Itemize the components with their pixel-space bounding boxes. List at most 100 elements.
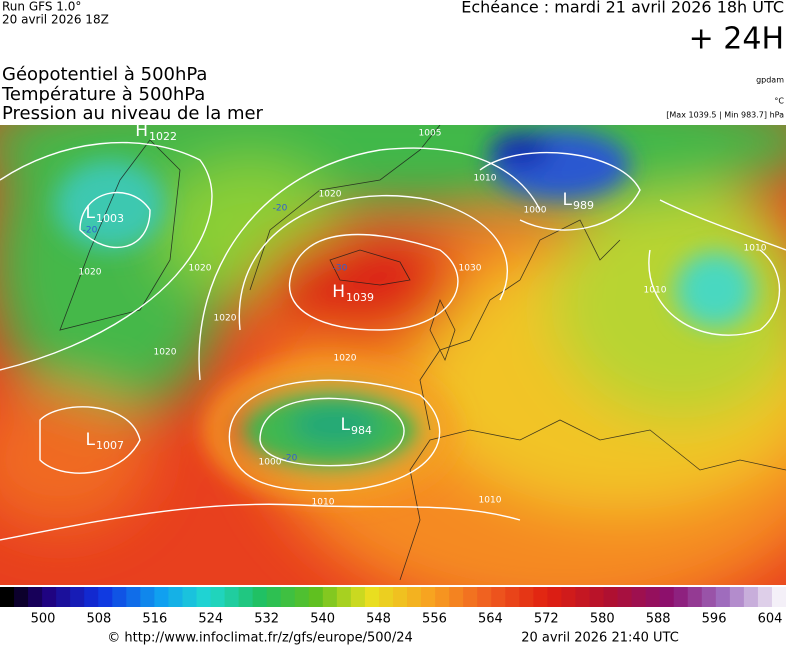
isobars xyxy=(0,141,786,541)
contour-label: 1000 xyxy=(259,458,282,468)
contour-label: 1030 xyxy=(459,264,482,274)
swatch xyxy=(449,587,464,607)
swatch xyxy=(238,587,254,607)
contour-label: 1020 xyxy=(79,268,102,278)
colorbar-label: 500 xyxy=(31,612,56,627)
center-value: 1003 xyxy=(96,212,124,225)
contour-label: 1010 xyxy=(474,174,497,184)
swatch xyxy=(659,587,675,607)
swatch xyxy=(421,587,436,607)
swatch xyxy=(28,587,43,607)
swatch xyxy=(364,587,380,607)
swatch xyxy=(547,587,562,607)
coastlines xyxy=(59,125,786,581)
swatch xyxy=(0,587,15,607)
swatch xyxy=(505,587,520,607)
swatch xyxy=(561,587,576,607)
run-date: 20 avril 2026 18Z xyxy=(2,13,109,27)
center-value: 1022 xyxy=(149,130,177,143)
swatch xyxy=(407,587,422,607)
colorbar-label: 564 xyxy=(478,612,503,627)
contour-label: 1010 xyxy=(312,498,335,508)
center-letter: L xyxy=(86,203,96,223)
swatch xyxy=(294,587,310,607)
swatch xyxy=(519,587,534,607)
center-letter: L xyxy=(563,190,573,210)
swatch xyxy=(435,587,450,607)
center-letter: H xyxy=(135,121,148,141)
layer: Pression au niveau de la mer xyxy=(2,103,264,124)
echeance: Echéance : mardi 21 avril 2026 18h UTC xyxy=(461,0,784,17)
swatch xyxy=(743,587,759,607)
swatch xyxy=(771,587,786,607)
contour-label: -30 xyxy=(333,264,348,274)
layer: Géopotentiel à 500hPa xyxy=(2,64,207,85)
contour-label: 1020 xyxy=(189,264,212,274)
run: Run GFS 1.0° xyxy=(2,0,81,14)
contour-label: -20 xyxy=(83,226,98,236)
layer: Température à 500hPa xyxy=(1,84,205,105)
contour-label: 1010 xyxy=(479,496,502,506)
swatch xyxy=(14,587,29,607)
swatch xyxy=(154,587,169,607)
swatch xyxy=(687,587,703,607)
swatch xyxy=(533,587,548,607)
swatch xyxy=(336,587,352,607)
swatch xyxy=(140,587,155,607)
colorbar-label: 572 xyxy=(534,612,559,627)
swatch xyxy=(280,587,296,607)
swatch xyxy=(322,587,338,607)
swatch xyxy=(575,587,590,607)
swatch xyxy=(42,587,57,607)
swatch xyxy=(266,587,282,607)
swatch xyxy=(168,587,183,607)
swatch xyxy=(477,587,492,607)
swatch xyxy=(308,587,324,607)
swatch xyxy=(98,587,113,607)
swatch xyxy=(196,587,212,607)
swatch xyxy=(224,587,240,607)
colorbar-label: 596 xyxy=(702,612,727,627)
unit: °C xyxy=(774,97,784,106)
swatch xyxy=(393,587,408,607)
unit: gpdam xyxy=(756,76,784,85)
center-value: 984 xyxy=(351,424,372,437)
colorbar-label: 580 xyxy=(590,612,615,627)
swatch xyxy=(603,587,619,607)
swatch xyxy=(378,587,394,607)
swatch xyxy=(463,587,478,607)
contour-label: 1010 xyxy=(744,244,767,254)
center-value: 1007 xyxy=(96,439,124,452)
source: © http://www.infoclimat.fr/z/gfs/europe/… xyxy=(107,631,413,646)
contour-label: -20 xyxy=(273,204,288,214)
contour-label: 1020 xyxy=(319,190,342,200)
swatch xyxy=(631,587,647,607)
lead-time: + 24H xyxy=(689,22,784,57)
swatch xyxy=(617,587,633,607)
swatch xyxy=(589,587,605,607)
colorbar-label: 540 xyxy=(310,612,335,627)
swatch xyxy=(757,587,773,607)
center-letter: H xyxy=(332,282,345,302)
swatch xyxy=(112,587,127,607)
swatch xyxy=(701,587,717,607)
center-letter: L xyxy=(341,415,351,435)
colorbar-label: 508 xyxy=(87,612,112,627)
swatch xyxy=(252,587,268,607)
contour-label: 1020 xyxy=(154,348,177,358)
contour-label: 1005 xyxy=(419,129,442,139)
swatch xyxy=(126,587,141,607)
swatch xyxy=(491,587,506,607)
center-value: 989 xyxy=(573,199,594,212)
swatch xyxy=(715,587,731,607)
contour-label: 1010 xyxy=(644,286,667,296)
swatch xyxy=(729,587,745,607)
center-value: 1039 xyxy=(346,291,374,304)
contour-label: 1020 xyxy=(334,354,357,364)
swatch xyxy=(645,587,661,607)
center-letter: L xyxy=(86,430,96,450)
contour-label: 1020 xyxy=(214,314,237,324)
colorbar-label: 588 xyxy=(646,612,671,627)
